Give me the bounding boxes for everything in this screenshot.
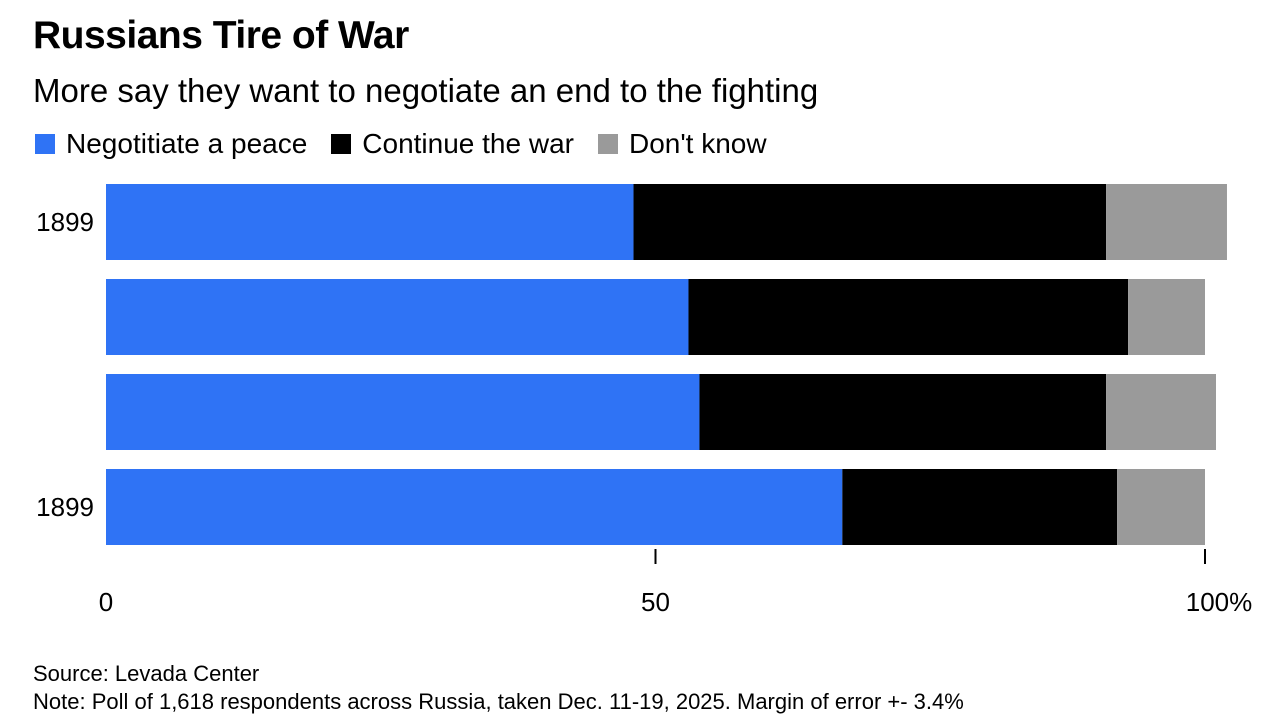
legend-swatch-dont-know xyxy=(597,134,618,154)
bar-segment-negotiate-row-1 xyxy=(106,184,634,260)
x-tick-label-0: 0 xyxy=(99,587,113,617)
bar-segment-negotiate-row-3 xyxy=(106,374,700,450)
methodology-note: Note: Poll of 1,618 respondents across R… xyxy=(33,689,964,714)
chart-title: Russians Tire of War xyxy=(33,14,409,57)
legend-label-negotiate: Negotitiate a peace xyxy=(66,128,308,159)
bar-segment-dont-know-row-3 xyxy=(1106,374,1216,450)
bar-segment-negotiate-row-2 xyxy=(106,279,689,355)
bar-segment-dont-know-row-1 xyxy=(1106,184,1227,260)
legend-item-continue: Continue the war xyxy=(331,128,574,160)
bar-segment-negotiate-row-4 xyxy=(106,469,843,545)
bar-segment-dont-know-row-2 xyxy=(1128,279,1205,355)
chart-subtitle: More say they want to negotiate an end t… xyxy=(33,72,819,109)
legend-swatch-negotiate xyxy=(35,134,55,154)
bar-segment-continue-row-2 xyxy=(688,279,1129,355)
row-label-4: 1899 xyxy=(36,492,94,522)
source-note: Source: Levada Center xyxy=(33,661,260,686)
legend-label-continue: Continue the war xyxy=(362,128,574,159)
bar-segment-dont-know-row-4 xyxy=(1117,469,1205,545)
legend-item-dont-know: Don't know xyxy=(597,128,767,160)
bar-segment-continue-row-3 xyxy=(699,374,1107,450)
x-tick-label-50: 50 xyxy=(641,587,670,617)
bar-segment-continue-row-1 xyxy=(633,184,1107,260)
bar-segment-continue-row-4 xyxy=(842,469,1118,545)
legend-swatch-continue xyxy=(331,134,352,154)
x-tick-label-100: 100% xyxy=(1186,587,1253,617)
legend: Negotitiate a peace Continue the war Don… xyxy=(35,128,791,160)
legend-item-negotiate: Negotitiate a peace xyxy=(35,128,307,160)
legend-label-dont-know: Don't know xyxy=(628,128,767,159)
row-label-1: 1899 xyxy=(36,207,94,237)
